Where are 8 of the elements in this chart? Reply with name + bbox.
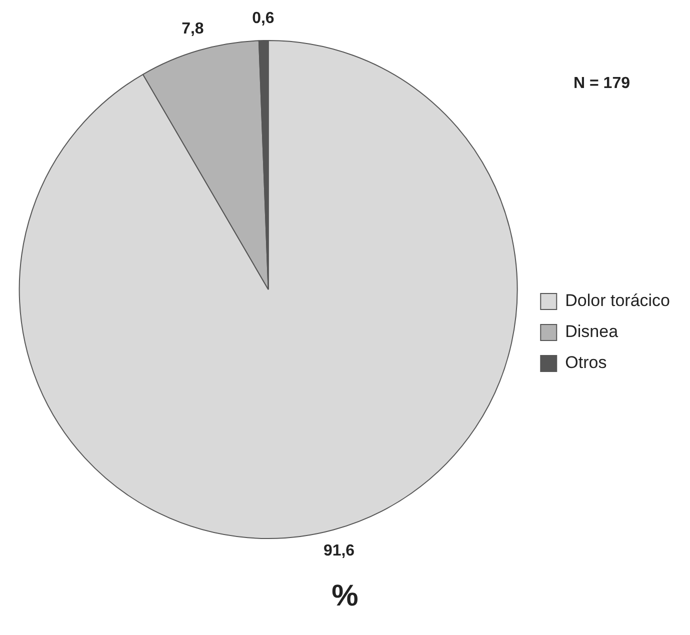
text: %: [332, 579, 358, 612]
data-label: 91,6: [323, 542, 355, 560]
text: N = 179: [574, 75, 630, 93]
legend-label: Disnea: [565, 322, 619, 342]
data-label: 7,8: [182, 20, 204, 38]
legend-label: Otros: [565, 353, 607, 372]
data-label: 0,6: [252, 10, 274, 27]
legend-label: Dolor torácico: [565, 291, 670, 310]
